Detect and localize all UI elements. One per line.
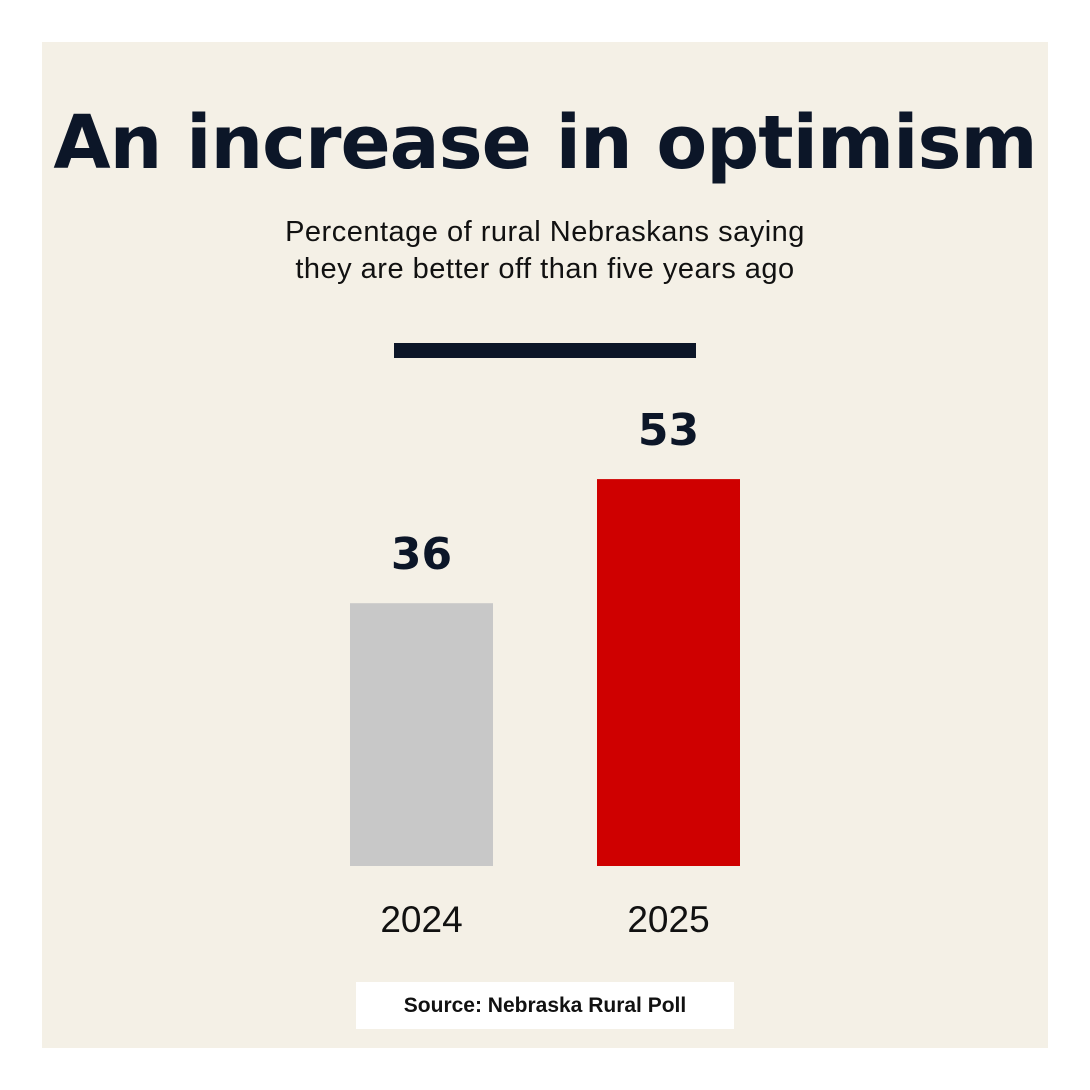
chart-subtitle-line-2: they are better off than five years ago <box>295 253 795 285</box>
data-label-2025: 53 <box>638 405 699 456</box>
chart-title: An increase in optimism <box>53 100 1037 186</box>
x-tick-label-2024: 2024 <box>380 899 462 940</box>
chart-subtitle-line-1: Percentage of rural Nebraskans saying <box>285 216 805 248</box>
divider-rule <box>394 343 696 358</box>
data-label-2024: 36 <box>391 529 452 580</box>
x-tick-label-2025: 2025 <box>627 899 709 940</box>
bar-2025 <box>597 479 740 866</box>
source-text: Source: Nebraska Rural Poll <box>403 993 687 1017</box>
bar-2024 <box>350 603 493 866</box>
source-box: Source: Nebraska Rural Poll <box>356 982 734 1029</box>
chart-panel <box>42 42 1048 1048</box>
